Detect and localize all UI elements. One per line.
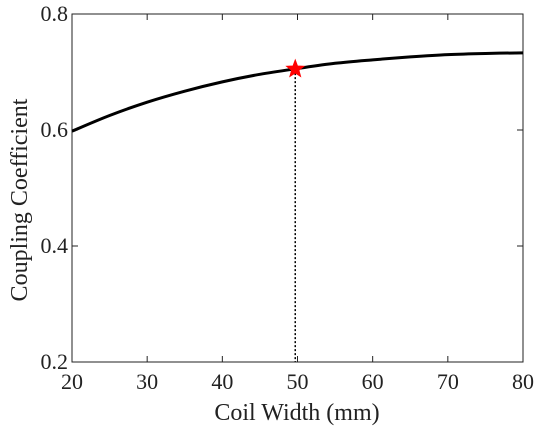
star-marker — [285, 58, 306, 78]
x-tick-label: 50 — [287, 369, 309, 394]
series-layer — [71, 51, 524, 133]
x-tick-label: 40 — [211, 369, 233, 394]
x-ticks: 20 30 40 50 60 70 80 — [61, 14, 534, 394]
x-axis-label: Coil Width (mm) — [214, 400, 379, 426]
series-line — [71, 51, 524, 133]
x-tick-label: 80 — [512, 369, 534, 394]
y-tick-label: 0.6 — [41, 117, 69, 142]
x-tick-label: 70 — [437, 369, 459, 394]
x-tick-label: 30 — [136, 369, 158, 394]
y-ticks: 0.2 0.4 0.6 0.8 — [41, 1, 523, 374]
y-tick-label: 0.8 — [41, 1, 69, 26]
x-tick-label: 20 — [61, 369, 83, 394]
y-tick-label: 0.4 — [41, 233, 69, 258]
marker-layer — [285, 58, 306, 362]
x-tick-label: 60 — [362, 369, 384, 394]
y-axis-label: Coupling Coefficient — [7, 98, 33, 301]
y-tick-label: 0.2 — [41, 349, 69, 374]
